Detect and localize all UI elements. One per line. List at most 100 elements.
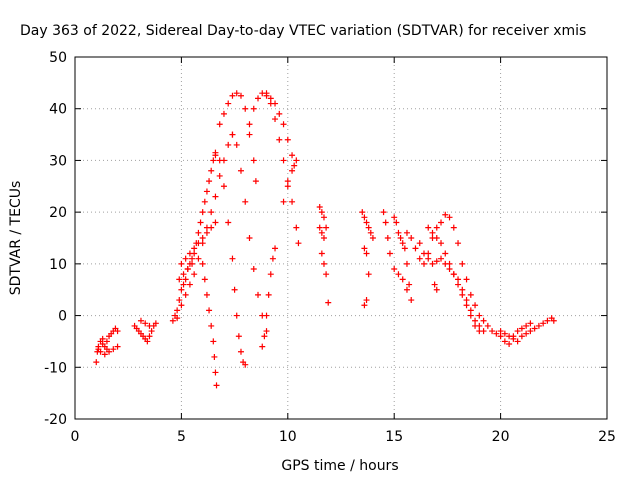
data-point — [361, 245, 368, 252]
data-point — [455, 281, 462, 288]
data-point — [280, 198, 287, 205]
data-point — [212, 193, 219, 200]
data-point — [467, 307, 474, 314]
data-point — [459, 291, 466, 298]
data-point — [467, 291, 474, 298]
data-point — [289, 152, 296, 159]
data-point — [225, 219, 232, 226]
data-point — [242, 105, 249, 112]
data-point — [535, 322, 542, 329]
data-point — [216, 121, 223, 128]
data-point — [199, 235, 206, 241]
y-tick-label: 40 — [49, 102, 67, 118]
data-point — [320, 235, 327, 241]
data-point — [206, 178, 213, 185]
data-point — [399, 276, 406, 283]
grid — [75, 57, 607, 419]
data-point — [231, 286, 238, 293]
data-point — [289, 198, 296, 205]
data-point — [382, 219, 389, 226]
data-point — [295, 240, 302, 247]
data-point — [412, 245, 419, 252]
x-tick-label: 5 — [177, 429, 186, 445]
data-point — [391, 266, 398, 273]
data-point — [401, 245, 408, 252]
data-point — [263, 90, 270, 97]
data-point — [216, 172, 223, 179]
data-point — [103, 346, 110, 353]
data-point — [480, 328, 487, 335]
data-point — [203, 291, 210, 298]
data-point — [476, 312, 483, 319]
data-point — [514, 338, 521, 345]
data-point — [242, 361, 249, 368]
data-point — [267, 271, 274, 278]
data-point — [225, 141, 232, 148]
data-point — [497, 333, 504, 340]
data-point — [455, 276, 462, 283]
data-point — [195, 229, 202, 236]
data-point — [463, 297, 470, 304]
data-point — [197, 219, 204, 226]
data-point — [386, 250, 393, 257]
data-point — [269, 255, 276, 262]
data-point — [318, 229, 325, 236]
data-point — [144, 338, 151, 345]
data-point — [506, 341, 513, 348]
data-point — [176, 276, 183, 283]
data-point — [284, 136, 291, 143]
data-point — [363, 219, 370, 226]
data-point — [259, 343, 266, 350]
data-point — [318, 250, 325, 257]
data-point — [408, 297, 415, 304]
data-point — [365, 271, 372, 278]
data-point — [438, 219, 445, 226]
data-point — [195, 240, 202, 247]
data-point — [255, 95, 262, 102]
data-point — [416, 240, 423, 247]
data-point — [212, 369, 219, 376]
data-point — [359, 209, 366, 216]
data-point — [395, 271, 402, 278]
data-point — [518, 333, 525, 340]
data-point — [320, 214, 327, 221]
data-point — [99, 341, 106, 348]
data-point — [431, 281, 438, 288]
y-axis-label: SDTVAR / TECUs — [8, 181, 24, 296]
data-points — [93, 90, 557, 389]
data-point — [272, 245, 279, 252]
data-point — [433, 224, 440, 231]
y-tick-label: 50 — [49, 50, 67, 66]
data-point — [191, 271, 198, 278]
data-point — [211, 353, 218, 360]
data-point — [152, 320, 159, 327]
data-point — [148, 328, 155, 335]
data-point — [365, 224, 372, 231]
data-point — [325, 299, 332, 306]
data-point — [420, 250, 427, 257]
y-tick-label: 0 — [58, 309, 67, 325]
data-point — [212, 219, 219, 226]
data-point — [176, 297, 183, 304]
data-point — [93, 359, 100, 366]
data-point — [180, 271, 187, 278]
data-point — [272, 116, 279, 123]
data-point — [280, 121, 287, 128]
chart-title: Day 363 of 2022, Sidereal Day-to-day VTE… — [20, 23, 586, 39]
data-point — [369, 235, 376, 241]
x-axis-label: GPS time / hours — [281, 458, 398, 474]
data-point — [95, 346, 102, 353]
data-point — [208, 322, 215, 329]
data-point — [199, 260, 206, 267]
data-point — [229, 255, 236, 262]
data-point — [101, 351, 108, 358]
data-point — [363, 250, 370, 257]
data-point — [425, 224, 432, 231]
ticks: 0 5 10 15 20 25 -20 -10 0 10 20 30 40 50 — [44, 50, 616, 445]
data-point — [438, 240, 445, 247]
data-point — [201, 276, 208, 283]
data-point — [284, 178, 291, 185]
data-point — [467, 312, 474, 319]
data-point — [246, 121, 253, 128]
